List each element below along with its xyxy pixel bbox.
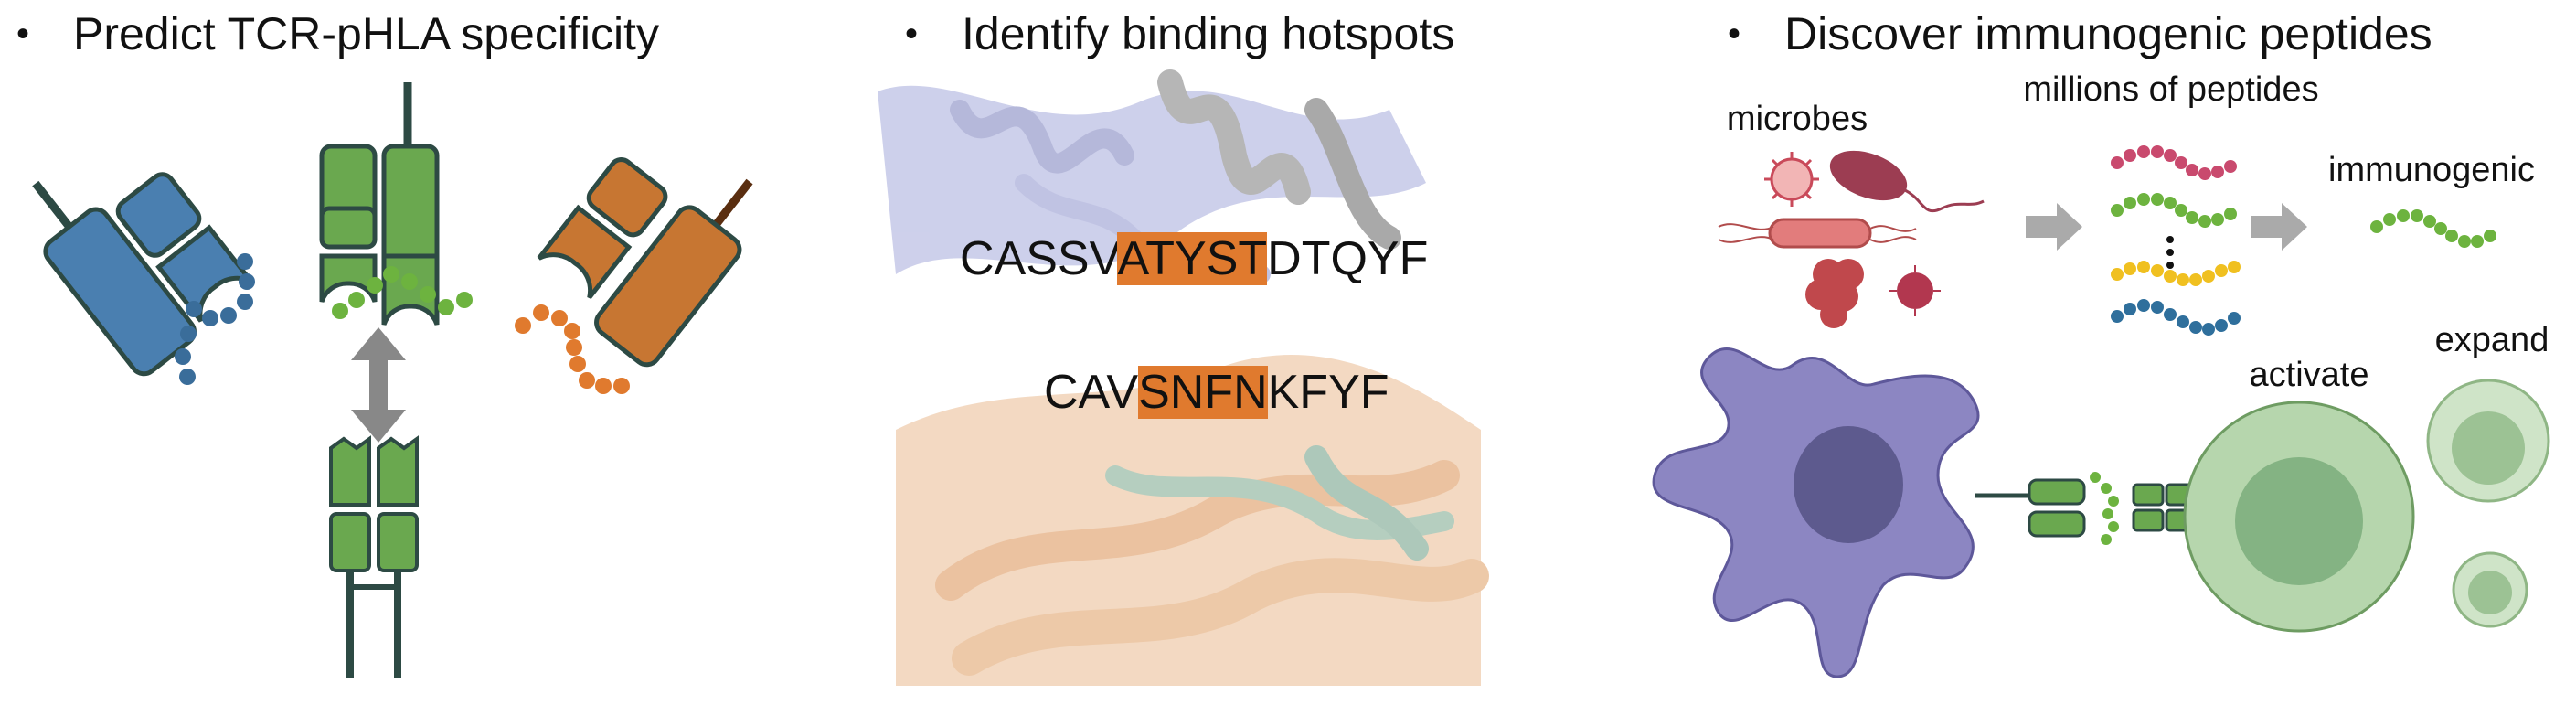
green-tcr-bottom-icon <box>329 435 419 678</box>
hotspot-highlight: SNFN <box>1138 366 1268 419</box>
orange-tcr-icon <box>537 157 753 368</box>
ellipsis-dots-icon <box>2166 236 2174 269</box>
bacterium-icon <box>1829 150 1985 213</box>
activate-label: activate <box>2250 356 2369 394</box>
blue-tcr-icon <box>32 172 253 377</box>
panel-1-title: Predict TCR-pHLA specificity <box>73 8 659 59</box>
green-tcr-icon <box>319 82 440 326</box>
seq-pre: CAV <box>1044 366 1139 419</box>
panel-3-heading: • Discover immunogenic peptides <box>1728 2 2432 66</box>
seq-post: DTQYF <box>1267 232 1429 285</box>
seq-post: KFYF <box>1267 366 1389 419</box>
peptide-chain-yellow <box>2111 261 2241 286</box>
panel-immunogenic-peptides: • Discover immunogenic peptides microbes … <box>1609 0 2576 705</box>
dendritic-cell-icon <box>1652 347 1980 678</box>
orange-peptide-icon <box>515 304 630 394</box>
peptide-chain-green <box>2111 193 2237 228</box>
blue-peptide-icon <box>175 253 255 385</box>
panel-2-heading: • Identify binding hotspots <box>905 2 1454 66</box>
cdr3-alpha-sequence: CAVSNFNKFYF <box>1044 364 1389 421</box>
rod-bacterium-icon <box>1718 218 1917 249</box>
double-arrow-icon <box>351 327 406 443</box>
peptide-chain-red <box>2111 145 2237 180</box>
panel-2-title: Identify binding hotspots <box>962 8 1455 59</box>
expand-label: expand <box>2435 321 2549 359</box>
cdr3-beta-sequence: CASSVATYSTDTQYF <box>960 230 1428 287</box>
immunogenic-peptide-chain <box>2370 209 2496 248</box>
expanded-t-cell-small-icon <box>2452 551 2528 628</box>
immunogenic-label: immunogenic <box>2328 151 2535 189</box>
panel-binding-hotspots: • Identify binding hotspots CASSVATYSTDTQ… <box>841 0 1609 705</box>
activated-t-cell-icon <box>2183 401 2415 633</box>
seq-pre: CASSV <box>960 232 1118 285</box>
hotspot-highlight: ATYST <box>1117 232 1268 285</box>
spiky-microbe-icon <box>1889 265 1941 316</box>
peptide-chain-blue <box>2111 299 2241 336</box>
panel-1-heading: • Predict TCR-pHLA specificity <box>16 2 659 66</box>
microbes-label: microbes <box>1727 100 1868 138</box>
virus-icon <box>1764 152 1819 207</box>
arrow-to-peptides-icon <box>2026 203 2082 251</box>
coccus-cluster-icon <box>1805 259 1864 328</box>
panel-3-title: Discover immunogenic peptides <box>1784 8 2432 59</box>
bullet: • <box>1728 14 1741 54</box>
bullet: • <box>905 14 919 54</box>
tcr-pmhc-illustration <box>32 82 753 678</box>
millions-label: millions of peptides <box>2023 70 2318 109</box>
protein-structure-illustration <box>878 69 1489 686</box>
immunogenic-discovery-illustration: microbes millions of peptides immunogeni… <box>1652 70 2550 678</box>
expanded-t-cell-large-icon <box>2426 379 2550 503</box>
panel-predict-specificity: • Predict TCR-pHLA specificity <box>0 0 841 705</box>
bullet: • <box>16 14 30 54</box>
pmhc-structure-bottom <box>896 355 1489 686</box>
arrow-to-immunogenic-icon <box>2251 203 2307 251</box>
green-peptide-icon <box>332 266 473 319</box>
